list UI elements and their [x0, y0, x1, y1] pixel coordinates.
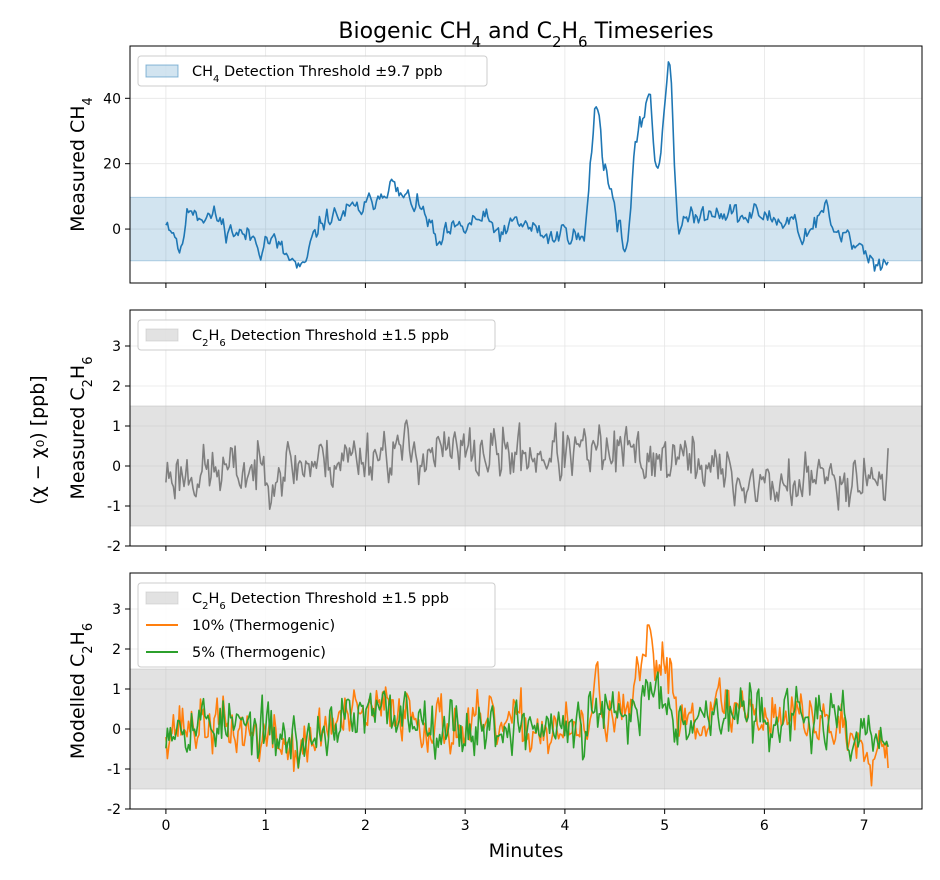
x-tick-label: 0 — [161, 818, 170, 834]
legend-entry-label: C2H6 Detection Threshold ±1.5 ppb — [192, 328, 449, 349]
shared-y-axis-label: (χ − χ₀) [ppb] — [27, 375, 49, 504]
x-tick-label: 4 — [560, 818, 569, 834]
legend-entry-label: 10% (Thermogenic) — [192, 618, 335, 634]
legend: CH4 Detection Threshold ±9.7 ppb — [137, 55, 488, 87]
x-tick-label: 6 — [760, 818, 769, 834]
y-tick-label: -2 — [107, 802, 121, 818]
legend-swatch-band — [145, 328, 179, 342]
x-tick-label: 7 — [860, 818, 869, 834]
chart-title: Biogenic CH4 and C2H6 Timeseries — [338, 19, 713, 51]
x-tick-label: 2 — [361, 818, 370, 834]
series-line-1 — [165, 61, 889, 272]
legend-box — [137, 55, 488, 87]
axes-frame — [129, 45, 923, 284]
x-tick-label: 3 — [461, 818, 470, 834]
legend-box — [137, 319, 496, 351]
legend-entry-label: 5% (Thermogenic) — [192, 645, 326, 661]
detection-threshold-band — [129, 196, 923, 262]
x-tick-label: 1 — [261, 818, 270, 834]
y-tick-label: 2 — [112, 642, 121, 658]
legend-swatch-band — [145, 64, 179, 78]
y-tick-label: 0 — [112, 222, 121, 238]
y-tick-label: 0 — [112, 459, 121, 475]
series-line-2 — [165, 671, 889, 769]
y-tick-label: 20 — [103, 157, 121, 173]
y-tick-label: 3 — [112, 602, 121, 618]
y-tick-label: 3 — [112, 339, 121, 355]
legend-entry-label: CH4 Detection Threshold ±9.7 ppb — [192, 64, 443, 85]
y-tick-label: 1 — [112, 682, 121, 698]
legend-swatch-band — [145, 591, 179, 605]
axes-frame — [129, 572, 923, 810]
axes-frame — [129, 309, 923, 547]
legend: C2H6 Detection Threshold ±1.5 ppb — [137, 319, 496, 351]
legend: C2H6 Detection Threshold ±1.5 ppb 10% (Th… — [137, 582, 496, 668]
y-axis-label: Modelled C2H6 — [67, 623, 96, 759]
y-tick-label: 2 — [112, 379, 121, 395]
x-tick-label: 5 — [660, 818, 669, 834]
y-axis-label: Measured C2H6 — [67, 357, 96, 500]
legend-box — [137, 582, 496, 668]
series-line-1 — [165, 419, 889, 511]
y-tick-label: -1 — [107, 499, 121, 515]
y-axis-label: Measured CH4 — [67, 97, 96, 232]
y-tick-label: 0 — [112, 722, 121, 738]
y-tick-label: -2 — [107, 539, 121, 555]
panel-3: 0 1 2 3 4 5 6 7 -2 -1 0 1 2 3 Modelled C2H6 C2H6 Detect… — [67, 572, 923, 834]
y-tick-label: 40 — [103, 91, 121, 107]
panel-2: -2 -1 0 1 2 3 Measured C2H6 C2H6 Detection Thre… — [67, 309, 923, 555]
y-tick-label: -1 — [107, 762, 121, 778]
panel-1: 0 20 40 Measured CH4 CH4 Detection Threshold… — [67, 45, 923, 288]
legend-entry-label: C2H6 Detection Threshold ±1.5 ppb — [192, 591, 449, 612]
y-tick-label: 1 — [112, 419, 121, 435]
x-axis-label: Minutes — [489, 840, 564, 862]
